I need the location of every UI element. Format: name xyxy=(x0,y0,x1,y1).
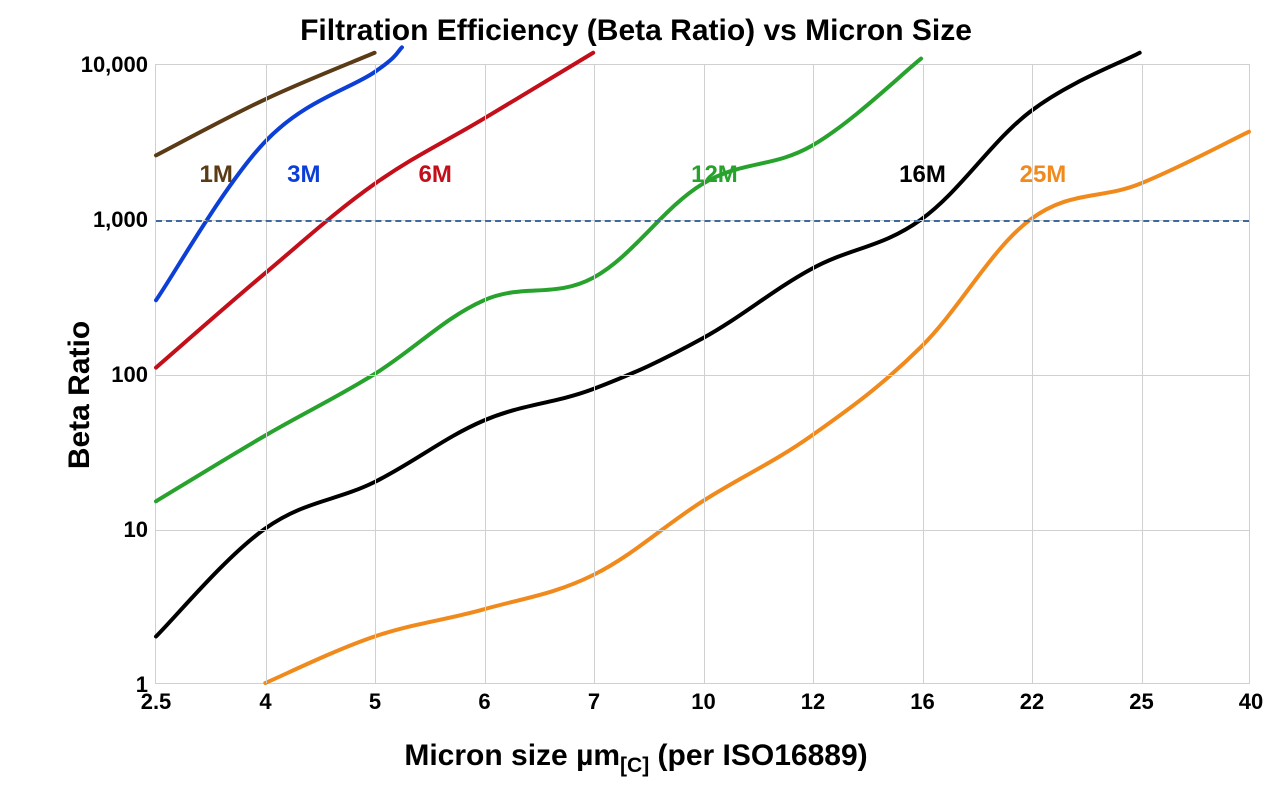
gridline-vertical xyxy=(704,65,705,683)
gridline-vertical xyxy=(813,65,814,683)
x-tick-label: 40 xyxy=(1239,683,1263,715)
y-tick-label: 100 xyxy=(111,362,156,388)
x-axis-label-suffix: (per ISO16889) xyxy=(649,739,867,772)
x-tick-label: 10 xyxy=(691,683,715,715)
y-tick-label: 1 xyxy=(136,672,156,698)
reference-line xyxy=(156,220,1249,222)
line-layer xyxy=(156,65,1249,683)
x-tick-label: 25 xyxy=(1129,683,1153,715)
x-tick-label: 4 xyxy=(259,683,271,715)
series-line-25M xyxy=(265,132,1249,683)
series-label-3M: 3M xyxy=(287,161,320,189)
y-axis-label: Beta Ratio xyxy=(63,321,97,469)
x-tick-label: 16 xyxy=(910,683,934,715)
x-axis-label-prefix: Micron size µm xyxy=(404,739,620,772)
y-tick-label: 10 xyxy=(124,517,156,543)
x-tick-label: 7 xyxy=(588,683,600,715)
series-label-1M: 1M xyxy=(200,161,233,189)
x-axis-label-sub: [C] xyxy=(620,754,649,777)
y-tick-label: 10,000 xyxy=(81,52,156,78)
series-label-25M: 25M xyxy=(1020,161,1067,189)
x-tick-label: 22 xyxy=(1020,683,1044,715)
gridline-vertical xyxy=(485,65,486,683)
chart-title: Filtration Efficiency (Beta Ratio) vs Mi… xyxy=(0,14,1272,48)
series-label-16M: 16M xyxy=(899,161,946,189)
series-line-16M xyxy=(156,53,1140,637)
gridline-vertical xyxy=(594,65,595,683)
chart-container: Filtration Efficiency (Beta Ratio) vs Mi… xyxy=(0,0,1272,790)
series-label-6M: 6M xyxy=(419,161,452,189)
y-tick-label: 1,000 xyxy=(93,207,156,233)
x-tick-label: 6 xyxy=(478,683,490,715)
gridline-vertical xyxy=(923,65,924,683)
x-tick-label: 5 xyxy=(369,683,381,715)
gridline-vertical xyxy=(375,65,376,683)
gridline-vertical xyxy=(1142,65,1143,683)
gridline-horizontal xyxy=(156,375,1249,376)
series-label-12M: 12M xyxy=(691,161,738,189)
x-tick-label: 12 xyxy=(801,683,825,715)
gridline-vertical xyxy=(266,65,267,683)
x-axis-label: Micron size µm[C] (per ISO16889) xyxy=(0,739,1272,778)
plot-area: 2.545671012162225401101001,00010,0001M3M… xyxy=(155,64,1250,684)
gridline-horizontal xyxy=(156,530,1249,531)
gridline-vertical xyxy=(1032,65,1033,683)
series-line-12M xyxy=(156,59,921,502)
